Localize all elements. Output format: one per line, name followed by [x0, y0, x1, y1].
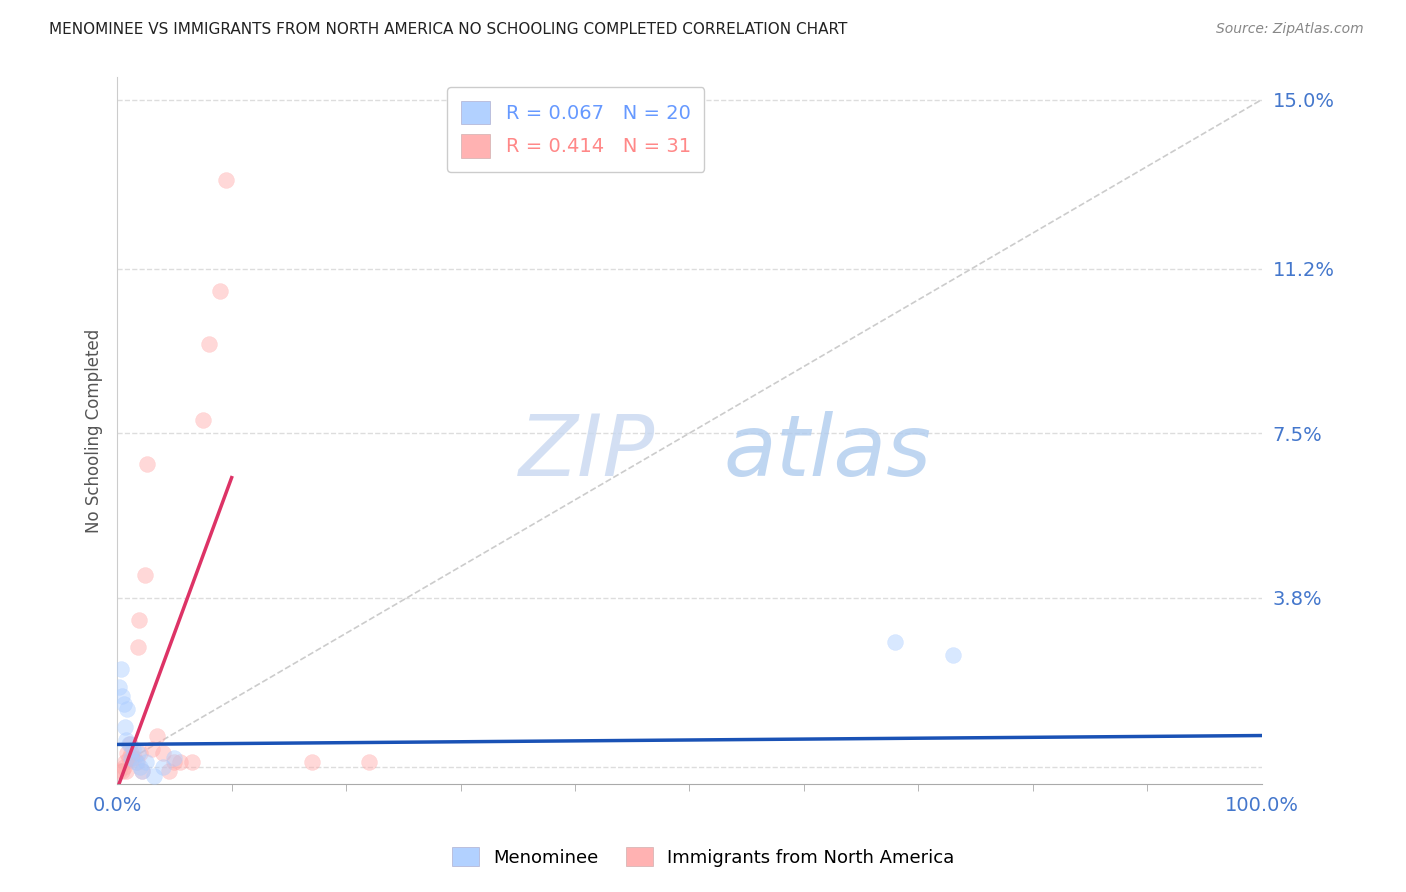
Point: [135, 756, 157, 770]
Point: [197, 337, 219, 351]
Point: [146, 729, 169, 743]
Text: atlas: atlas: [724, 410, 932, 493]
Point: [157, 764, 180, 778]
Point: [117, 702, 139, 716]
Point: [112, 698, 135, 712]
Y-axis label: No Schooling Completed: No Schooling Completed: [86, 329, 103, 533]
Legend: Menominee, Immigrants from North America: Menominee, Immigrants from North America: [444, 840, 962, 874]
Point: [118, 738, 141, 752]
Point: [108, 680, 131, 694]
Point: [152, 747, 174, 761]
Point: [111, 689, 134, 703]
Point: [152, 759, 174, 773]
Point: [169, 756, 191, 770]
Point: [108, 764, 131, 778]
Point: [122, 742, 145, 756]
Point: [115, 764, 138, 778]
Point: [163, 756, 186, 770]
Point: [134, 568, 156, 582]
Point: [141, 742, 163, 756]
Point: [110, 662, 132, 676]
Point: [191, 413, 214, 427]
Point: [884, 635, 907, 649]
Point: [117, 751, 139, 765]
Point: [117, 738, 139, 752]
Point: [209, 284, 232, 298]
Point: [142, 768, 165, 782]
Point: [114, 756, 136, 770]
Point: [136, 458, 159, 472]
Point: [127, 747, 149, 761]
Point: [111, 764, 134, 778]
Text: ZIP: ZIP: [519, 410, 655, 493]
Point: [129, 759, 152, 773]
Point: [117, 747, 139, 761]
Text: MENOMINEE VS IMMIGRANTS FROM NORTH AMERICA NO SCHOOLING COMPLETED CORRELATION CH: MENOMINEE VS IMMIGRANTS FROM NORTH AMERI…: [49, 22, 848, 37]
Point: [163, 751, 186, 765]
Point: [301, 756, 323, 770]
Point: [131, 764, 153, 778]
Point: [357, 756, 380, 770]
Point: [124, 751, 146, 765]
Point: [124, 756, 146, 770]
Point: [180, 756, 202, 770]
Point: [115, 733, 138, 747]
Point: [128, 613, 150, 627]
Text: Source: ZipAtlas.com: Source: ZipAtlas.com: [1216, 22, 1364, 37]
Point: [127, 640, 149, 654]
Point: [112, 759, 135, 773]
Point: [129, 747, 152, 761]
Point: [120, 747, 142, 761]
Point: [131, 764, 153, 778]
Legend: R = 0.067   N = 20, R = 0.414   N = 31: R = 0.067 N = 20, R = 0.414 N = 31: [447, 87, 704, 171]
Point: [114, 720, 136, 734]
Point: [125, 756, 148, 770]
Point: [215, 172, 238, 186]
Point: [121, 751, 143, 765]
Point: [942, 648, 965, 663]
Point: [120, 751, 142, 765]
